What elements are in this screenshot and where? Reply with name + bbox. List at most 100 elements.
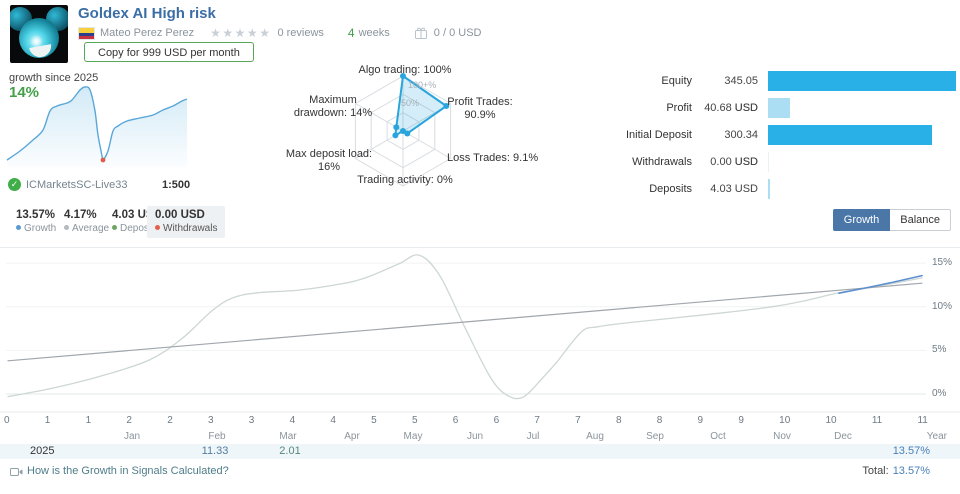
legend-dot-growth [16, 225, 21, 230]
x-axis-tick: 9 [738, 415, 744, 426]
verified-check-icon: ✓ [8, 178, 21, 191]
trading-radar-chart [354, 73, 452, 187]
x-axis-tick: 8 [615, 415, 622, 426]
page-title: Goldex AI High risk [78, 5, 216, 22]
legend-dot-deposits [112, 225, 117, 230]
y-axis-tick: 10% [932, 301, 953, 312]
series-growth [7, 254, 923, 400]
gift-icon [414, 26, 428, 40]
yearly-summary-row: 2025 11.33 2.01 13.57% [0, 444, 960, 459]
x-axis-tick: 1 [85, 415, 92, 426]
video-icon [10, 467, 23, 480]
metric-withdrawals[interactable]: 0.00 USD Withdrawals [147, 206, 226, 238]
summary-feb-value: 11.33 [201, 445, 229, 457]
acct-value-profit: 40.68 USD [704, 102, 758, 114]
summary-mar-value: 2.01 [279, 445, 301, 457]
sparkline-line [6, 86, 188, 162]
x-axis-tick: 3 [248, 415, 255, 426]
x-axis-tick: 4 [289, 415, 296, 426]
acct-value-initial: 300.34 USD [724, 129, 758, 168]
acct-value-equity: 345.05 USD [724, 75, 758, 114]
metric-average[interactable]: 4.17% Average [64, 209, 109, 234]
metric-average-value: 4.17% [64, 209, 97, 221]
y-axis-tick: 5% [932, 344, 947, 355]
x-axis-tick: 5 [411, 415, 418, 426]
subscription-price: 0 / 0 USD [433, 27, 482, 39]
radar-label-profit: Profit Trades: 90.9% [447, 96, 513, 121]
x-axis-tick: 7 [575, 415, 581, 426]
month-label: Dec [834, 431, 852, 442]
summary-year: 2025 [30, 445, 55, 457]
signal-avatar [10, 5, 68, 63]
total-growth: Total: 13.57% [862, 465, 930, 477]
x-axis-tick: 3 [207, 415, 214, 426]
y-axis-tick: 15% [932, 257, 953, 268]
radar-value-dot [400, 73, 406, 79]
x-axis-tick: 11 [917, 415, 928, 426]
acct-bar-deposits [768, 179, 771, 199]
acct-bar-withdrawals [768, 152, 769, 172]
metric-growth[interactable]: 13.57% Growth [16, 209, 56, 234]
x-axis-months-row: Year Jan Feb Mar Apr May Jun Jul Aug Sep Oct Nov De… [0, 431, 960, 443]
copy-signal-button[interactable]: Copy for 999 USD per month [84, 42, 254, 62]
metric-growth-label: Growth [16, 223, 56, 234]
radar-ring-label-50: 50% [401, 98, 420, 108]
series-average [7, 282, 923, 362]
metric-deposits-label: Deposits [112, 223, 162, 234]
avatar-glow [30, 35, 43, 48]
radar-label-drawdown: Maximum drawdown: 14% [293, 94, 373, 119]
month-label: Jan [123, 431, 141, 442]
chart-mode-tabs: Growth Balance [832, 209, 951, 231]
tab-balance[interactable]: Balance [890, 209, 951, 231]
x-axis-tick: 0 [4, 415, 10, 426]
legend-dot-average [64, 225, 69, 230]
x-axis-tick: 6 [452, 415, 459, 426]
x-axis-tick: 10 [779, 415, 791, 426]
month-label: Mar [279, 431, 297, 442]
growth-history-chart [0, 254, 960, 413]
x-axis-tick: 4 [330, 415, 336, 426]
total-value: 13.57% [892, 465, 930, 477]
month-label: Jul [526, 431, 540, 442]
metric-growth-value: 13.57% [16, 209, 56, 221]
metric-withdrawals-label: Withdrawals [155, 223, 217, 234]
total-label: Total: [862, 465, 889, 477]
radar-label-algo: Algo trading: 100% [358, 64, 452, 76]
metric-withdrawals-value: 0.00 USD [155, 209, 205, 221]
x-axis-ticks-row: 0 1 1 2 2 3 3 4 4 5 5 6 6 7 7 8 8 9 9 10 10 11 11 [4, 415, 928, 426]
acct-bar-profit [768, 98, 791, 118]
radar-value-dot [392, 132, 399, 139]
metric-average-label: Average [64, 223, 109, 234]
month-label: Sep [646, 431, 664, 442]
x-axis-year-label: Year [926, 431, 947, 442]
acct-label-initial: Initial Deposit [625, 129, 692, 141]
x-axis-tick: 2 [126, 415, 132, 426]
acct-label-deposits: Deposits [649, 183, 692, 195]
month-label: Jun [466, 431, 484, 442]
month-label: May [403, 431, 423, 442]
acct-value-withdrawals: 0.00 USD [710, 156, 758, 168]
x-axis-tick: 11 [871, 415, 883, 426]
acct-label-withdrawals: Withdrawals [632, 156, 692, 168]
acct-value-deposits: 4.03 USD [710, 183, 758, 195]
tab-growth[interactable]: Growth [832, 209, 891, 231]
x-axis-tick: 7 [534, 415, 540, 426]
x-axis-tick: 10 [825, 415, 837, 426]
month-label: Nov [773, 431, 791, 442]
acct-label-equity: Equity [661, 75, 692, 87]
growth-sparkline-chart [6, 86, 188, 167]
growth-help-link[interactable]: How is the Growth in Signals Calculated? [27, 465, 229, 477]
sparkline-area [7, 86, 187, 167]
acct-label-profit: Profit [666, 102, 692, 114]
summary-year-total: 13.57% [892, 445, 930, 457]
y-axis-tick: 0% [932, 388, 947, 399]
acct-bar-equity [768, 71, 956, 91]
month-label: Aug [586, 431, 604, 442]
month-label: Feb [208, 431, 226, 442]
reviews-link[interactable]: 0 reviews [277, 27, 324, 39]
radar-value-dot [443, 103, 450, 109]
signal-meta-row: Mateo Perez Perez ★★★★★ 0 reviews 4 week… [79, 25, 481, 41]
author-link[interactable]: Mateo Perez Perez [100, 27, 195, 39]
month-label: Apr [344, 431, 360, 442]
